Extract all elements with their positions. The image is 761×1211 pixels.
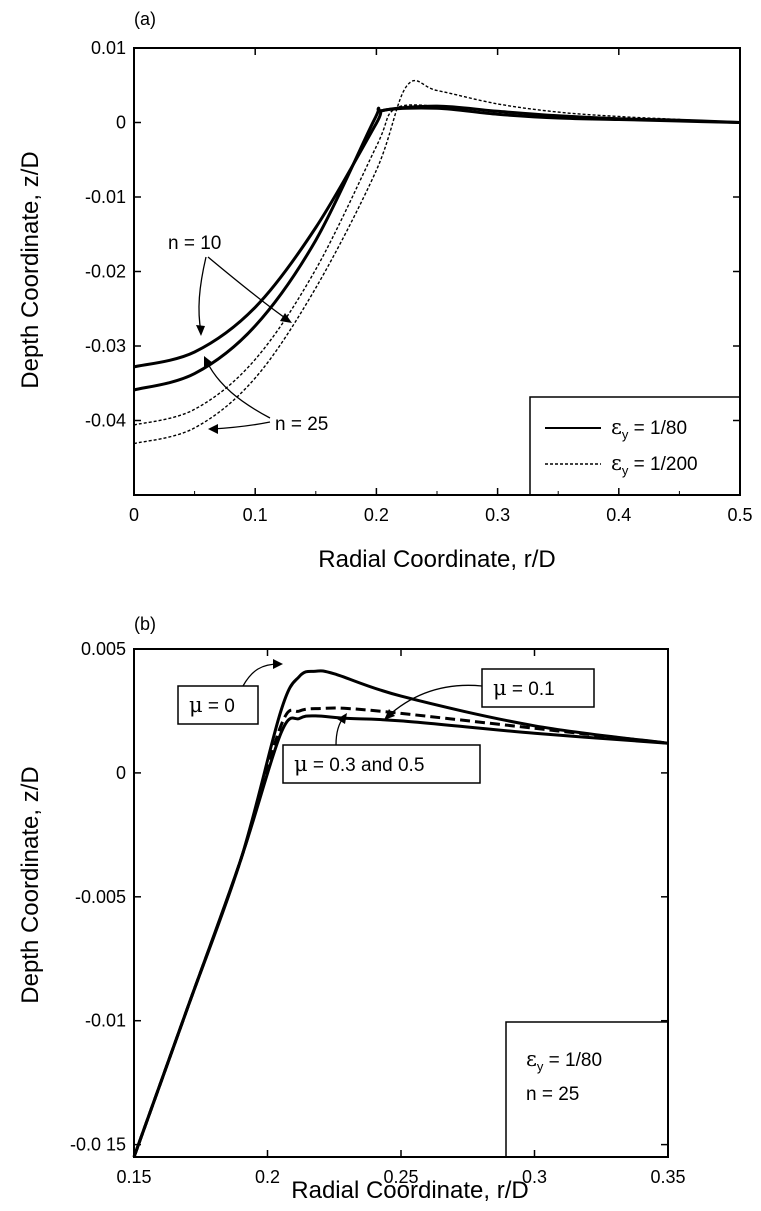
panel-b-x-tick-label: 0.15 xyxy=(116,1167,151,1187)
annotation-arrow-n25-lower xyxy=(211,421,271,430)
panel-a-x-tick-label: 0.5 xyxy=(727,505,752,525)
annotation-box-mu-0 xyxy=(177,685,259,725)
panel-a-legend-label-solid: = 1/80 xyxy=(628,418,687,439)
panel-b-series-line-2 xyxy=(132,706,669,1158)
annotation-arrow-n25-upper xyxy=(205,359,271,419)
epsilon-symbol: ε xyxy=(526,1047,537,1071)
panel-b-y-tick-label: 0.005 xyxy=(81,639,126,659)
panel-a-y-tick-label: 0 xyxy=(116,113,126,133)
panel-a-x-tick-label: 0.3 xyxy=(485,505,510,525)
panel-a-y-tick-label: -0.03 xyxy=(85,336,126,356)
epsilon-symbol: ε xyxy=(611,415,622,439)
panel-a-y-tick-label: 0.01 xyxy=(91,38,126,58)
panel-b-y-tick-label: -0.0 15 xyxy=(70,1135,126,1155)
annotation-arrowhead-icon xyxy=(196,325,205,336)
panel-b-x-tick-label: 0.25 xyxy=(383,1167,418,1187)
panel-b-legend-label-epsilon: = 1/80 xyxy=(543,1050,602,1071)
annotation-mu-0-label: = 0 xyxy=(203,696,235,717)
annotation-arrow-mu-0-1 xyxy=(386,684,483,718)
panel-a-series-line-1 xyxy=(133,106,741,369)
annotation-mu-0-3-label: = 0.3 and 0.5 xyxy=(308,755,425,776)
panel-a-x-tick-label: 0.4 xyxy=(606,505,631,525)
annotation-arrow-n10-left xyxy=(198,256,207,333)
legend-subscript: y xyxy=(622,463,629,478)
mu-symbol: μ xyxy=(189,693,203,717)
panel-a-y-tick-label: -0.01 xyxy=(85,187,126,207)
panel-b-plot-area: 0.15 0.2 0.25 0.3 0.35 0.005 0 -0.005 -0.01 -0.0 … xyxy=(70,639,686,1187)
panel-b-legend-box xyxy=(505,1021,668,1157)
panel-a-legend-label-dotted: = 1/200 xyxy=(628,454,697,475)
panel-b-x-axis-label: Radial Coordinate, r/D xyxy=(291,1177,528,1204)
epsilon-symbol: ε xyxy=(611,451,622,475)
panel-b-frame xyxy=(133,648,669,1158)
annotation-arrowhead-icon xyxy=(204,356,213,368)
annotation-n-25: n = 25 xyxy=(275,414,328,435)
panel-a-y-axis-label: Depth Coordinate, z/D xyxy=(17,151,44,388)
panel-a: (a) 0 0.1 0.2 0.3 0.4 0.5 0.01 0 -0.01 -0.02 -0.03… xyxy=(17,9,753,573)
panel-b-x-tick-label: 0.3 xyxy=(522,1167,547,1187)
annotation-mu-0-3: μ = 0.3 and 0.5 xyxy=(294,752,424,776)
panel-b-legend: εy = 1/80 n = 25 xyxy=(505,1021,668,1157)
panel-a-plot-area: 0 0.1 0.2 0.3 0.4 0.5 0.01 0 -0.01 -0.02 -0.03 -0.0… xyxy=(85,38,753,525)
panel-b-x-tick-label: 0.35 xyxy=(650,1167,685,1187)
panel-b-label: (b) xyxy=(134,614,156,634)
annotation-arrowhead-icon xyxy=(280,313,292,323)
panel-a-x-axis-label: Radial Coordinate, r/D xyxy=(318,546,555,573)
panel-b-y-tick-label: -0.01 xyxy=(85,1011,126,1031)
panel-b-y-tick-label: -0.005 xyxy=(75,887,126,907)
panel-a-series-line-3 xyxy=(133,104,741,426)
legend-subscript: y xyxy=(537,1059,544,1074)
panel-a-legend-entry-dotted: εy = 1/200 xyxy=(611,451,698,478)
panel-b-y-tick-label: 0 xyxy=(116,763,126,783)
annotation-arrowhead-icon xyxy=(273,659,283,669)
panel-a-x-tick-label: 0 xyxy=(129,505,139,525)
panel-a-legend-entry-solid: εy = 1/80 xyxy=(611,415,687,442)
panel-a-x-tick-label: 0.1 xyxy=(243,505,268,525)
annotation-mu-0-1-label: = 0.1 xyxy=(507,679,555,700)
annotation-arrowhead-icon xyxy=(384,709,395,720)
panel-a-legend-box xyxy=(529,396,740,495)
mu-symbol: μ xyxy=(294,752,308,776)
panel-b-y-axis-label: Depth Coordinate, z/D xyxy=(17,766,44,1003)
annotation-box-mu-0-1 xyxy=(481,668,595,708)
panel-a-series-line-4 xyxy=(133,79,741,445)
annotation-mu-0: μ = 0 xyxy=(189,693,235,717)
annotation-arrowhead-icon xyxy=(208,424,218,434)
panel-b-series-line-1 xyxy=(132,669,669,1158)
panel-b-x-tick-label: 0.2 xyxy=(255,1167,280,1187)
annotation-arrowhead-icon xyxy=(337,713,347,724)
panel-b-legend-entry-n: n = 25 xyxy=(526,1084,579,1105)
annotation-box-mu-0-3 xyxy=(282,744,481,784)
panel-b: (b) 0.15 0.2 0.25 0.3 0.35 0.005 0 -0.005 -0.01 -… xyxy=(17,614,686,1204)
panel-a-series-line-2 xyxy=(133,104,741,392)
panel-a-label: (a) xyxy=(134,9,156,29)
mu-symbol: μ xyxy=(493,676,507,700)
annotation-arrow-n10-right xyxy=(207,256,289,321)
panel-a-frame xyxy=(133,47,741,496)
panel-a-legend: εy = 1/80 εy = 1/200 xyxy=(529,396,740,495)
annotation-n-10: n = 10 xyxy=(168,233,221,254)
legend-subscript: y xyxy=(622,427,629,442)
panel-a-x-tick-label: 0.2 xyxy=(364,505,389,525)
panel-a-y-tick-label: -0.04 xyxy=(85,411,126,431)
panel-b-series-line-3 xyxy=(132,714,669,1158)
panel-b-legend-entry-epsilon: εy = 1/80 xyxy=(526,1047,602,1074)
panel-a-y-tick-label: -0.02 xyxy=(85,262,126,282)
annotation-mu-0-1: μ = 0.1 xyxy=(493,676,555,700)
